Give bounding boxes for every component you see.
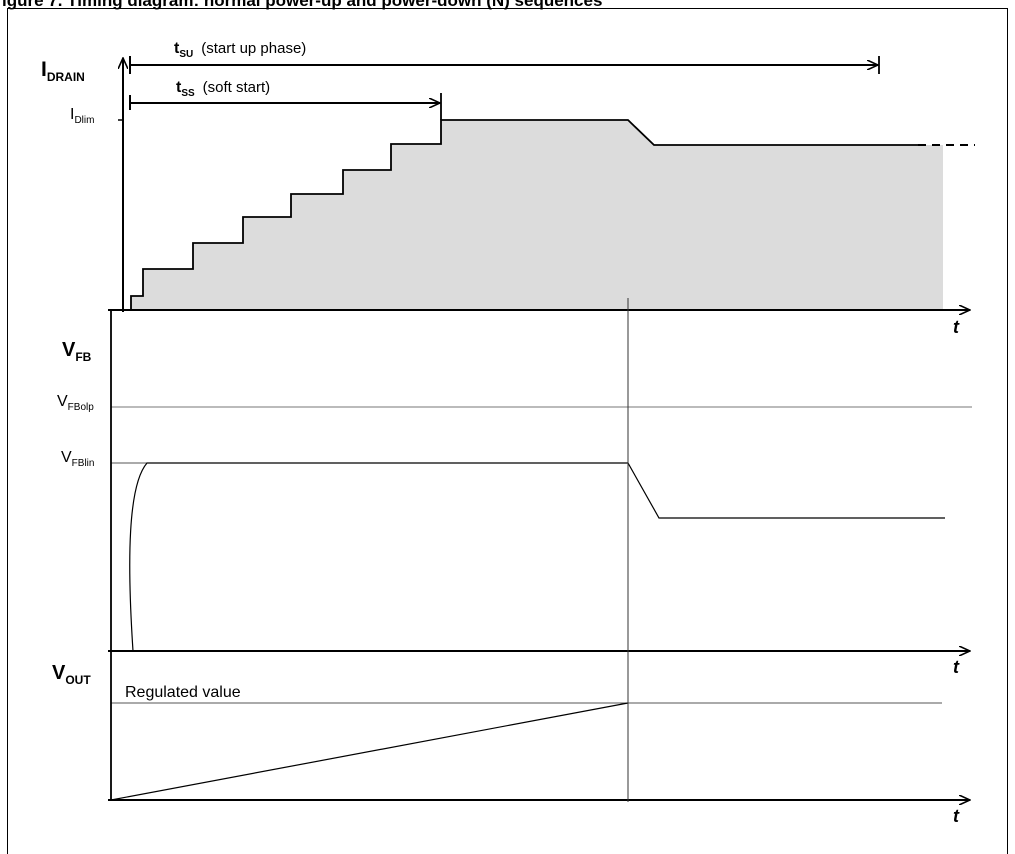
vfbolp-label: VFBolp bbox=[57, 393, 94, 413]
idrain-waveform bbox=[111, 119, 918, 311]
vfb-waveform bbox=[129, 462, 945, 652]
regulated-value-label: Regulated value bbox=[125, 684, 241, 701]
vfb-axis-label: VFB bbox=[62, 339, 92, 364]
figure-title: igure 7. Timing diagram: normal power-up… bbox=[2, 0, 603, 10]
idlim-level-label: IDlim bbox=[70, 106, 94, 126]
header-strip: igure 7. Timing diagram: normal power-up… bbox=[0, 0, 1015, 12]
idrain-area bbox=[131, 120, 943, 310]
idrain-time-label: t bbox=[953, 317, 960, 337]
vout-axis-label: VOUT bbox=[52, 662, 91, 687]
idrain-axis-label: IDRAIN bbox=[41, 58, 85, 84]
tss-label: tSS (soft start) bbox=[176, 79, 270, 99]
panel-vout: VOUT Regulated value t bbox=[52, 662, 970, 826]
figure-frame bbox=[7, 8, 1008, 854]
panel-idrain: IDRAIN IDlim tSU (start up phase) tSS (sof… bbox=[41, 40, 975, 337]
vout-ramp bbox=[110, 702, 629, 801]
vfblin-label: VFBlin bbox=[61, 449, 94, 469]
vout-time-label: t bbox=[953, 806, 960, 826]
vfb-time-label: t bbox=[953, 657, 960, 677]
tsu-label: tSU (start up phase) bbox=[174, 40, 306, 60]
panel-vfb: VFB VFBolp VFBlin t bbox=[57, 339, 972, 677]
